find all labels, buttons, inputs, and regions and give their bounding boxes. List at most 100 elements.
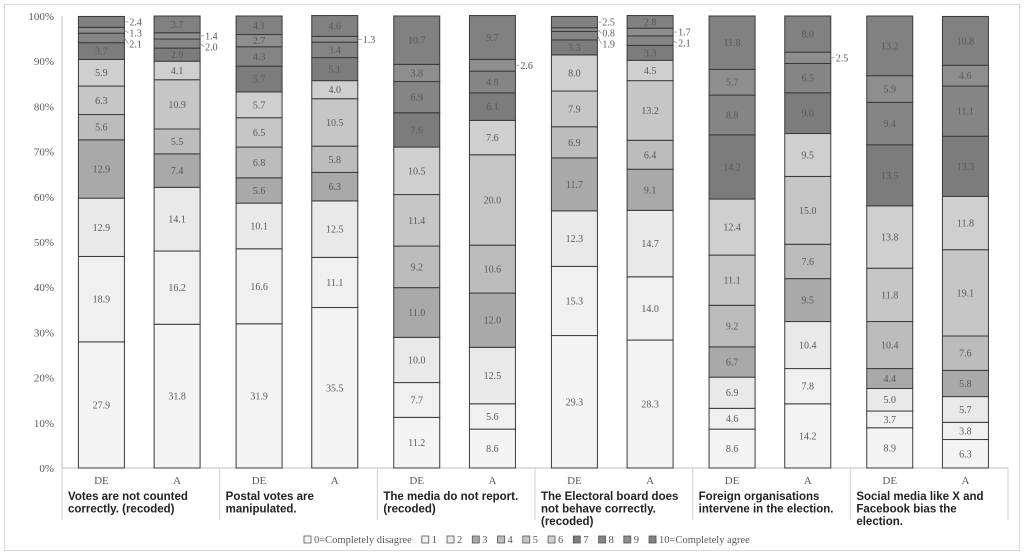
data-label: 28.3 [641, 400, 659, 411]
bar-segment [941, 369, 989, 398]
data-label: 6.5 [802, 74, 815, 85]
x-category-label: A [804, 475, 812, 487]
data-label: 11.8 [881, 290, 898, 301]
x-category-label: A [961, 475, 969, 487]
legend-swatch [522, 535, 531, 544]
legend-label: 6 [558, 535, 563, 546]
legend-swatch [598, 535, 606, 544]
bar-segment [626, 339, 674, 469]
bar-segment [708, 346, 756, 378]
group-label: Social media like X and Facebook bias the… [856, 491, 983, 528]
bar-segment [235, 146, 283, 179]
bar-segment [153, 250, 201, 325]
legend-swatch [471, 535, 480, 544]
bar-segment [393, 194, 441, 247]
data-label: 6.3 [95, 96, 108, 107]
bar-segment [468, 15, 516, 60]
bar-segment [468, 58, 516, 72]
data-label: 5.8 [959, 379, 972, 390]
data-label: 8.0 [568, 68, 581, 79]
data-label: 5.8 [329, 155, 342, 166]
data-label-leader [597, 35, 602, 45]
data-label: 11.1 [326, 278, 343, 289]
data-label: 5.7 [253, 100, 266, 111]
data-label: 11.8 [957, 219, 974, 230]
bar-segment [153, 128, 201, 155]
data-label: 10.6 [484, 265, 502, 276]
bar-segment [550, 27, 598, 32]
legend-swatch [497, 535, 505, 544]
legend-swatch [446, 535, 455, 544]
data-label: 13.2 [881, 41, 899, 52]
bar-segment [311, 15, 359, 37]
data-label: 7.4 [171, 166, 184, 177]
data-label: 4.1 [253, 21, 266, 32]
x-category-label: DE [409, 475, 424, 487]
y-tick-label: 50% [34, 237, 54, 249]
y-tick-label: 0% [39, 463, 54, 475]
bar-segment [550, 335, 598, 469]
data-label: 9.4 [884, 119, 897, 130]
data-label: 12.3 [566, 234, 584, 245]
bar-segment [941, 439, 989, 469]
data-label: 7.8 [802, 382, 815, 393]
data-label: 11.1 [724, 276, 741, 287]
bar-segment [468, 244, 516, 294]
bar-segment [626, 35, 674, 46]
bar-segment [393, 15, 441, 65]
legend-swatch [623, 535, 632, 544]
data-label: 6.3 [959, 449, 972, 460]
data-label: 9.7 [486, 33, 499, 44]
bar-segment [866, 15, 914, 77]
legend-label: 7 [583, 535, 588, 546]
bar-segment [77, 15, 125, 28]
data-label: 35.5 [326, 383, 344, 394]
data-label: 4.6 [726, 414, 739, 425]
legend-label: 0=Completely disagree [314, 535, 412, 546]
bar-segment [941, 195, 989, 251]
bar-segment [77, 85, 125, 116]
bar-segment [708, 428, 756, 469]
data-label: 10.0 [408, 355, 426, 366]
data-label-leader [672, 40, 678, 44]
data-label: 3.8 [959, 426, 972, 437]
y-tick-label: 30% [34, 327, 54, 339]
x-category-label: A [173, 475, 181, 487]
bar-segment [77, 341, 125, 469]
data-label: 3.7 [171, 20, 184, 31]
bar-segment [941, 335, 989, 371]
data-label: 5.6 [95, 123, 108, 134]
bar-segment [626, 80, 674, 141]
bar-segment [468, 346, 516, 405]
data-label: 31.9 [250, 391, 268, 402]
legend-swatch [648, 535, 657, 544]
bar-segment [311, 35, 359, 43]
data-label: 2.8 [644, 17, 657, 28]
data-label: 12.5 [484, 371, 502, 382]
data-label: 5.6 [486, 412, 499, 423]
data-label: 5.0 [884, 395, 897, 406]
data-label: 16.6 [250, 282, 268, 293]
data-label: 6.9 [568, 138, 581, 149]
data-label: 14.2 [799, 431, 817, 442]
legend-label: 3 [482, 535, 487, 546]
data-label: 10.7 [408, 36, 426, 47]
data-label: 5.6 [253, 186, 266, 197]
bar-segment [468, 292, 516, 348]
bar-segment [77, 114, 125, 141]
data-label: 1.3 [363, 35, 376, 46]
bar-segment [866, 75, 914, 103]
bar-segment [550, 30, 598, 41]
bar-segment [941, 15, 989, 66]
legend-swatch [421, 535, 430, 544]
legend-label: 10=Completely agree [659, 535, 750, 546]
data-label: 14.1 [168, 215, 186, 226]
bar-segment [866, 205, 914, 269]
data-label: 13.3 [957, 162, 975, 173]
data-label: 18.9 [93, 295, 111, 306]
bar-segment [393, 81, 441, 114]
data-label: 8.0 [802, 30, 815, 41]
data-label: 5.7 [726, 78, 739, 89]
data-label: 2.4 [129, 17, 142, 28]
legend-label: 5 [533, 535, 538, 546]
